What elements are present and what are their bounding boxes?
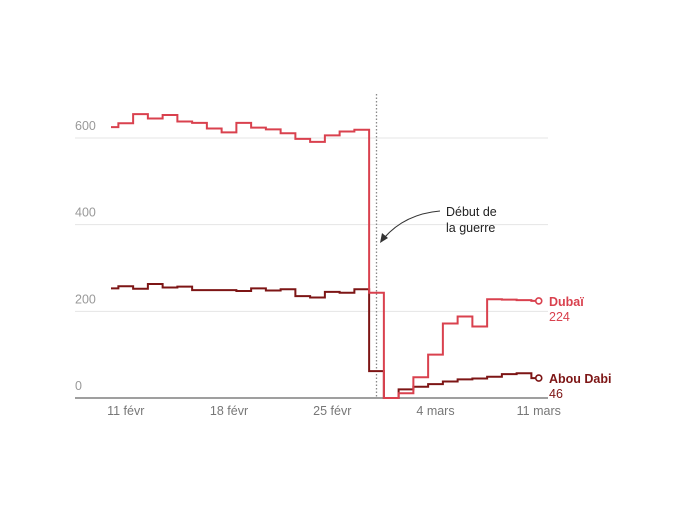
y-tick-label: 0 — [75, 379, 82, 393]
dubai-value-label: 224 — [549, 310, 570, 324]
dubai-end-point — [534, 297, 543, 305]
abou-dabi-name-label: Abou Dabi — [549, 372, 612, 386]
dubai-line — [111, 113, 539, 399]
abou-dabi-line — [111, 283, 539, 399]
annotation-line-2: la guerre — [446, 221, 495, 235]
annotation-line-1: Début de — [446, 205, 497, 219]
y-tick-label: 200 — [75, 292, 96, 306]
y-tick-label: 400 — [75, 206, 96, 220]
series-end-labels: Dubaï 224 Abou Dabi 46 — [549, 295, 612, 401]
war-start-annotation: Début de la guerre — [380, 205, 497, 243]
y-tick-label: 600 — [75, 119, 96, 133]
abou-dabi-value-label: 46 — [549, 387, 563, 401]
annotation-arrow-icon — [383, 210, 441, 239]
annotation-arrowhead-icon — [380, 233, 388, 243]
x-tick-label: 11 févr — [107, 404, 144, 418]
y-axis-ticks: 0 200 400 600 — [75, 119, 96, 393]
abou-dabi-end-point — [534, 374, 543, 382]
x-tick-label: 18 févr — [210, 404, 248, 418]
x-tick-label: 11 mars — [517, 404, 561, 418]
x-axis-ticks: 11 févr 18 févr 25 févr 4 mars 11 mars — [107, 404, 561, 418]
dubai-name-label: Dubaï — [549, 295, 584, 309]
gridlines — [75, 137, 548, 312]
series-lines — [111, 113, 543, 399]
x-tick-label: 25 févr — [313, 404, 351, 418]
x-tick-label: 4 mars — [416, 404, 454, 418]
